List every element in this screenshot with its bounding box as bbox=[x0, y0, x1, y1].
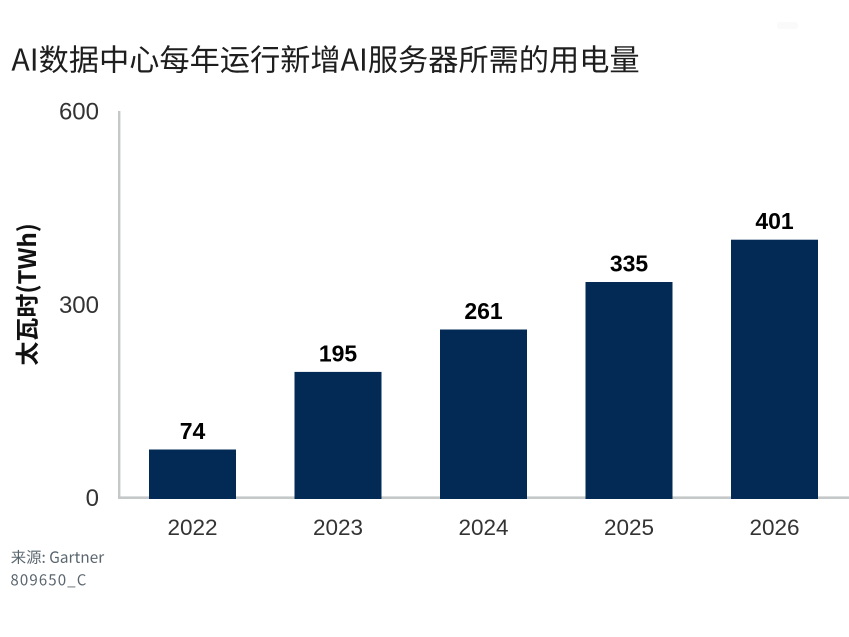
svg-text:261: 261 bbox=[464, 298, 503, 324]
svg-text:300: 300 bbox=[59, 292, 99, 319]
svg-text:0: 0 bbox=[86, 485, 99, 512]
svg-text:2022: 2022 bbox=[167, 515, 217, 540]
svg-text:2025: 2025 bbox=[604, 515, 654, 540]
svg-text:600: 600 bbox=[59, 98, 99, 125]
svg-text:401: 401 bbox=[755, 208, 794, 234]
svg-text:195: 195 bbox=[319, 340, 358, 366]
svg-text:2023: 2023 bbox=[313, 515, 363, 540]
svg-text:2024: 2024 bbox=[458, 515, 508, 540]
svg-text:2026: 2026 bbox=[749, 515, 799, 540]
svg-text:335: 335 bbox=[610, 250, 649, 276]
svg-text:74: 74 bbox=[180, 418, 206, 444]
